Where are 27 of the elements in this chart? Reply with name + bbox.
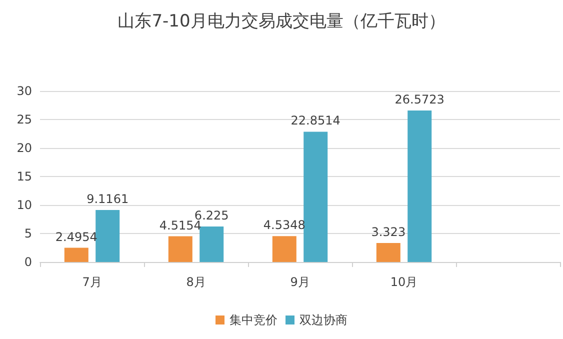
y-tick-label: 20 <box>16 141 32 155</box>
y-tick-label: 25 <box>16 112 32 126</box>
bar <box>408 110 432 262</box>
y-tick-label: 30 <box>16 84 32 98</box>
legend-label: 双边协商 <box>300 313 348 327</box>
data-label: 3.323 <box>371 225 406 240</box>
x-tick-label: 9月 <box>290 275 310 289</box>
bar <box>168 236 192 262</box>
y-tick-label: 15 <box>16 170 32 184</box>
x-tick-label: 8月 <box>186 275 206 289</box>
bar <box>272 236 296 262</box>
y-tick-label: 0 <box>24 255 32 269</box>
bar <box>376 243 400 262</box>
data-label: 4.5154 <box>159 218 202 232</box>
data-label: 26.5723 <box>394 92 444 107</box>
bar <box>200 226 224 262</box>
bar <box>304 132 328 262</box>
bar <box>64 248 88 262</box>
data-label: 9.1161 <box>86 192 129 206</box>
bar <box>96 210 120 262</box>
x-tick-label: 7月 <box>82 275 102 289</box>
data-label: 22.8514 <box>290 114 340 128</box>
y-tick-label: 5 <box>24 226 32 240</box>
chart-title: 山东7-10月电力交易成交电量（亿千瓦时） <box>118 12 446 32</box>
y-tick-label: 10 <box>16 198 32 212</box>
x-tick-label: 10月 <box>390 275 418 289</box>
legend-label: 集中竞价 <box>230 313 278 327</box>
